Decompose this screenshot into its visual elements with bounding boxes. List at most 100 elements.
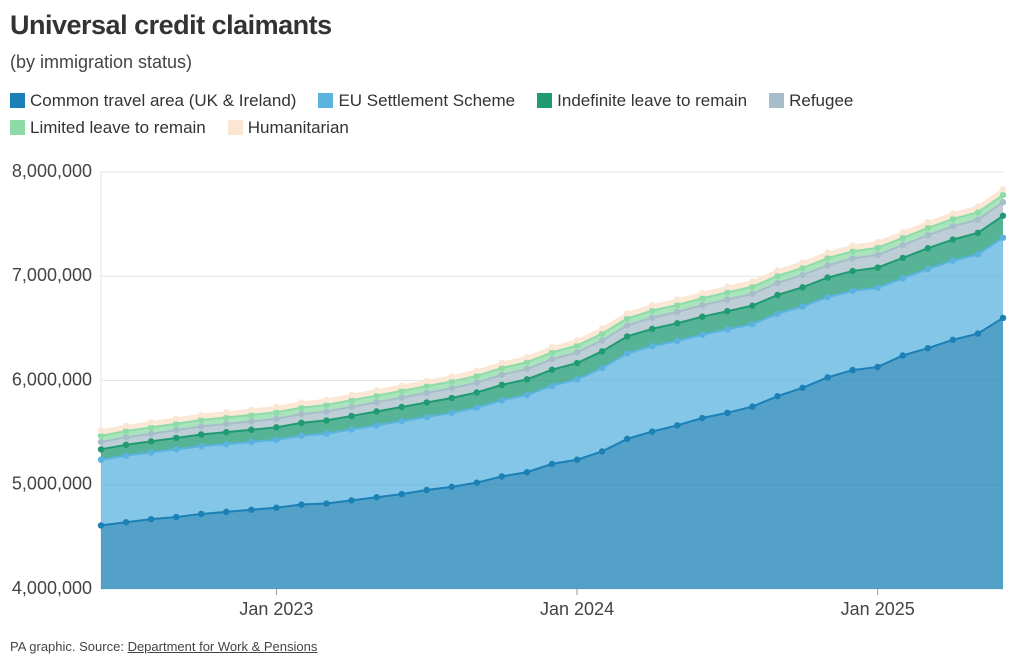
data-point xyxy=(423,486,430,494)
data-point xyxy=(97,456,105,463)
data-point xyxy=(724,283,731,291)
data-point xyxy=(298,419,305,427)
data-point xyxy=(423,413,430,421)
data-point xyxy=(899,234,906,242)
legend-item: Indefinite leave to remain xyxy=(537,90,747,111)
data-point xyxy=(999,314,1007,322)
data-point xyxy=(573,456,581,463)
data-point xyxy=(623,322,631,329)
legend-swatch xyxy=(227,120,243,135)
data-point xyxy=(749,290,756,298)
data-point xyxy=(348,497,355,504)
data-point xyxy=(172,434,180,442)
legend-label: Refugee xyxy=(789,90,854,110)
data-point xyxy=(172,415,180,422)
data-point xyxy=(974,229,982,237)
data-point xyxy=(899,228,906,236)
data-point xyxy=(924,265,932,273)
data-point xyxy=(398,382,405,389)
area xyxy=(101,317,1003,589)
data-point xyxy=(699,313,706,320)
data-point xyxy=(699,302,706,309)
data-point xyxy=(373,408,380,415)
data-point xyxy=(899,275,906,282)
data-point xyxy=(724,289,731,296)
data-point xyxy=(674,422,681,429)
data-point xyxy=(273,408,280,416)
data-point xyxy=(248,438,255,446)
data-point xyxy=(874,244,881,251)
data-point xyxy=(949,215,957,223)
data-point xyxy=(448,378,455,385)
data-point xyxy=(147,424,155,431)
data-point xyxy=(874,363,881,371)
data-point xyxy=(598,330,606,337)
data-point xyxy=(824,293,831,301)
data-point xyxy=(273,436,280,444)
data-point xyxy=(874,284,881,291)
data-point xyxy=(849,267,856,275)
y-tick-label: 4,000,000 xyxy=(12,578,92,598)
data-point xyxy=(348,412,355,420)
data-point xyxy=(373,387,380,394)
data-point xyxy=(573,337,581,344)
data-point xyxy=(974,209,982,216)
data-point xyxy=(749,321,756,328)
data-point xyxy=(348,397,355,404)
data-point xyxy=(323,500,330,507)
source-link[interactable]: Department for Work & Pensions xyxy=(127,639,318,654)
data-point xyxy=(298,501,305,508)
data-point xyxy=(623,315,631,322)
data-point xyxy=(649,314,656,321)
data-point xyxy=(799,303,806,310)
data-point xyxy=(147,515,155,523)
data-point xyxy=(799,384,806,391)
data-point xyxy=(97,522,105,529)
data-point xyxy=(598,348,606,355)
data-point xyxy=(398,403,405,411)
data-point xyxy=(448,483,455,491)
data-point xyxy=(749,302,756,309)
data-point xyxy=(924,231,932,239)
x-tick-label: Jan 2025 xyxy=(841,599,915,619)
data-point xyxy=(373,494,380,501)
data-point xyxy=(248,418,255,425)
data-point xyxy=(999,234,1007,241)
area xyxy=(101,237,1003,526)
data-point xyxy=(198,442,205,450)
data-point xyxy=(999,186,1007,193)
y-tick-label: 5,000,000 xyxy=(12,474,92,494)
legend-swatch xyxy=(537,93,553,108)
data-point xyxy=(122,434,130,441)
data-point xyxy=(473,372,481,380)
data-point xyxy=(949,236,957,243)
data-point xyxy=(724,409,731,417)
data-point xyxy=(649,342,656,350)
data-point xyxy=(348,426,355,433)
data-point xyxy=(298,410,305,418)
data-point xyxy=(548,356,556,363)
data-point xyxy=(423,382,430,390)
data-point xyxy=(147,438,155,445)
legend-item: Common travel area (UK & Ireland) xyxy=(10,90,296,111)
legend-label: Indefinite leave to remain xyxy=(557,90,748,110)
data-point xyxy=(774,291,781,299)
data-point xyxy=(523,391,531,399)
data-point xyxy=(423,399,430,406)
data-point xyxy=(999,212,1007,219)
x-tick-label: Jan 2023 xyxy=(239,599,313,619)
data-point xyxy=(924,218,932,226)
data-point xyxy=(774,279,781,287)
data-point xyxy=(749,283,756,290)
data-point xyxy=(949,257,957,264)
data-point xyxy=(974,216,982,223)
data-point xyxy=(699,289,706,297)
data-point xyxy=(924,224,932,232)
data-point xyxy=(122,519,130,526)
data-point xyxy=(849,248,856,255)
data-point xyxy=(323,396,330,403)
data-point xyxy=(223,409,230,416)
data-point xyxy=(122,441,130,449)
data-point xyxy=(147,449,155,456)
data-point xyxy=(172,426,180,434)
